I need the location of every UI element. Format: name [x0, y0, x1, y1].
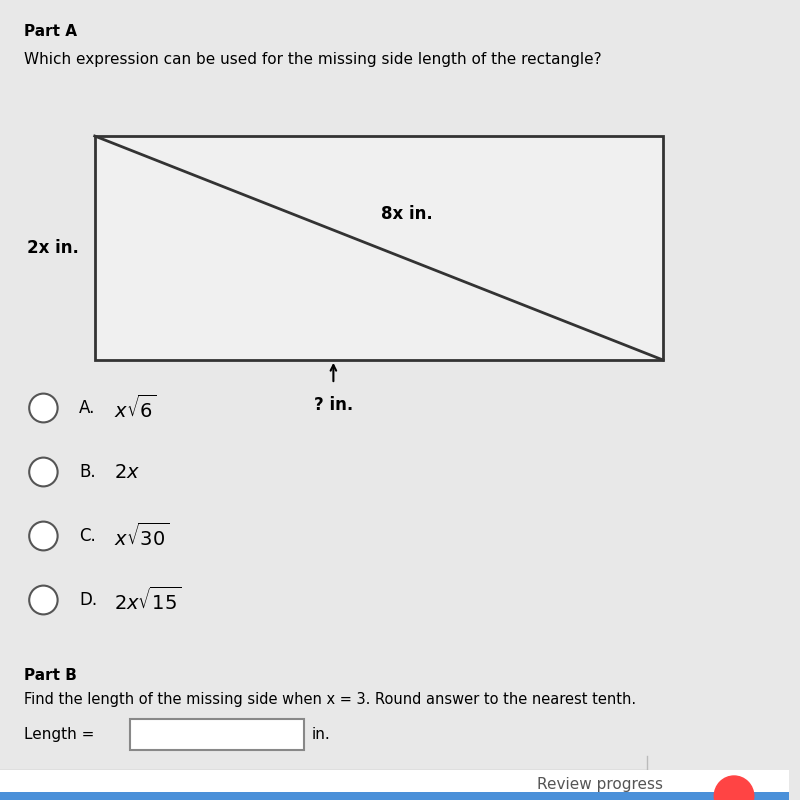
Text: C.: C.	[79, 527, 96, 545]
Text: 2x in.: 2x in.	[27, 239, 79, 257]
FancyBboxPatch shape	[0, 770, 790, 800]
Text: ? in.: ? in.	[314, 396, 353, 414]
Text: Part B: Part B	[24, 668, 77, 683]
Circle shape	[714, 776, 754, 800]
Text: A.: A.	[79, 399, 95, 417]
FancyBboxPatch shape	[0, 792, 790, 800]
Text: in.: in.	[312, 727, 330, 742]
Circle shape	[30, 586, 58, 614]
Text: $2x\sqrt{15}$: $2x\sqrt{15}$	[114, 586, 182, 614]
Text: $2x$: $2x$	[114, 462, 141, 482]
Text: B.: B.	[79, 463, 95, 481]
Text: Review progress: Review progress	[537, 778, 663, 792]
Text: $x\sqrt{6}$: $x\sqrt{6}$	[114, 394, 158, 422]
Text: Which expression can be used for the missing side length of the rectangle?: Which expression can be used for the mis…	[24, 52, 602, 67]
Text: Length =: Length =	[24, 727, 94, 742]
Circle shape	[30, 458, 58, 486]
Text: $x\sqrt{30}$: $x\sqrt{30}$	[114, 522, 170, 550]
FancyBboxPatch shape	[130, 719, 304, 750]
Text: Find the length of the missing side when x = 3. Round answer to the nearest tent: Find the length of the missing side when…	[24, 692, 636, 707]
Text: Part A: Part A	[24, 24, 77, 39]
Circle shape	[30, 522, 58, 550]
Circle shape	[30, 394, 58, 422]
FancyBboxPatch shape	[94, 136, 663, 360]
Text: 8x in.: 8x in.	[382, 206, 433, 223]
Text: D.: D.	[79, 591, 97, 609]
